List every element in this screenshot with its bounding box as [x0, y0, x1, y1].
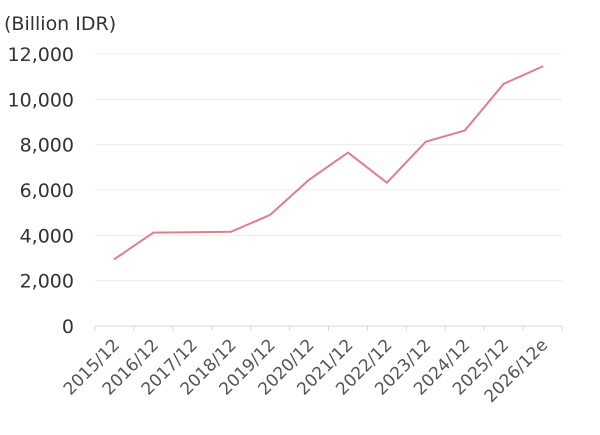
y-tick-label: 10,000 [8, 89, 74, 111]
y-tick-label: 2,000 [20, 271, 74, 293]
x-axis [94, 325, 563, 331]
x-axis-ticks: 2015/122016/122017/122018/122019/122020/… [60, 335, 552, 406]
series-layer [113, 65, 544, 261]
y-tick-label: 12,000 [8, 44, 74, 66]
y-unit-label: (Billion IDR) [4, 13, 116, 35]
y-tick-label: 0 [62, 316, 74, 338]
y-tick-label: 6,000 [20, 180, 74, 202]
y-tick-label: 8,000 [20, 135, 74, 157]
y-tick-label: 4,000 [20, 225, 74, 247]
y-axis-ticks: 0 2,000 4,000 6,000 8,000 10,000 12,000 [8, 44, 74, 338]
gridlines [95, 53, 562, 282]
series-line [113, 65, 544, 261]
